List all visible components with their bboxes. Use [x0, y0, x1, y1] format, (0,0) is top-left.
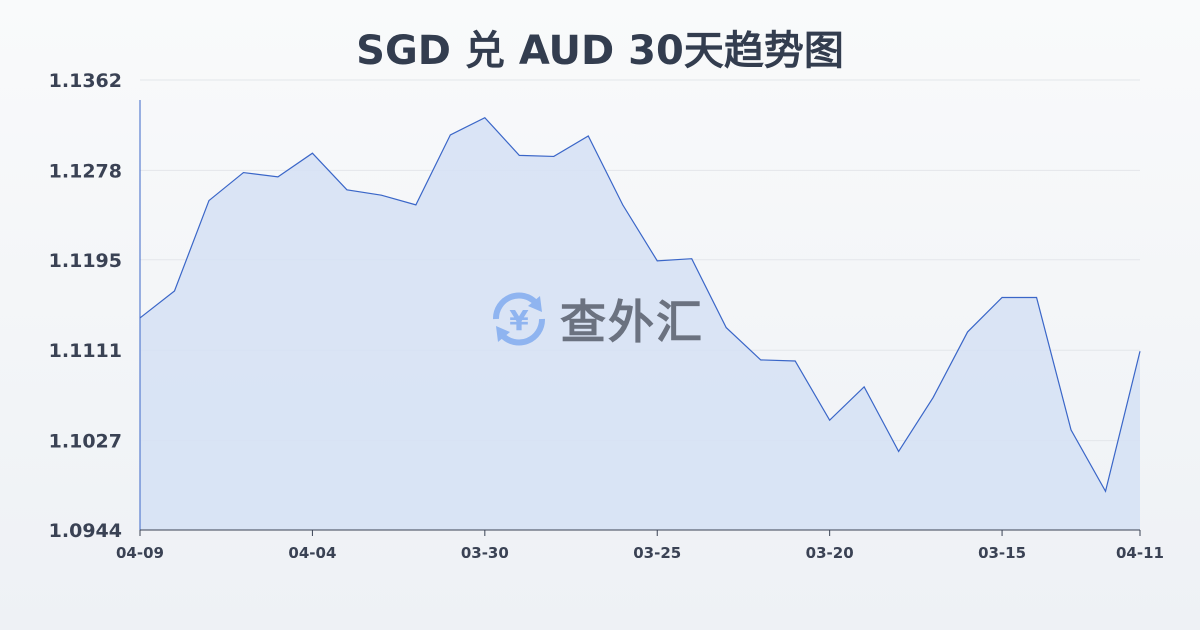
- data-point: [656, 259, 659, 262]
- data-point: [863, 385, 866, 388]
- yuan-exchange-icon: ¥: [492, 292, 546, 346]
- watermark: ¥ 查外汇: [488, 286, 704, 352]
- y-tick-label: 1.1195: [49, 250, 122, 272]
- y-tick-label: 1.1111: [49, 340, 122, 362]
- data-point: [552, 155, 555, 158]
- data-point: [1035, 296, 1038, 299]
- area-fill: [140, 117, 1140, 530]
- series-line: [139, 116, 1141, 493]
- data-point: [725, 326, 728, 329]
- data-point: [759, 358, 762, 361]
- chart-title: SGD 兑 AUD 30天趋势图: [356, 28, 844, 74]
- y-tick-label: 1.0944: [49, 520, 122, 542]
- y-tick-label: 1.1278: [49, 160, 122, 182]
- data-point: [276, 175, 279, 178]
- x-tick-label: 03-25: [633, 544, 681, 562]
- data-point: [483, 116, 486, 119]
- data-point: [345, 188, 348, 191]
- data-point: [1104, 490, 1107, 493]
- watermark-text: 查外汇: [560, 295, 704, 349]
- data-point: [621, 203, 624, 206]
- data-point: [207, 199, 210, 202]
- x-tick-label: 04-11: [1116, 544, 1164, 562]
- data-point: [449, 133, 452, 136]
- x-tick-label: 03-20: [806, 544, 854, 562]
- data-point: [311, 152, 314, 155]
- x-tick-label: 04-09: [116, 544, 164, 562]
- data-point: [173, 290, 176, 293]
- svg-text:¥: ¥: [509, 304, 529, 337]
- x-tick-label: 03-30: [461, 544, 509, 562]
- data-point: [242, 171, 245, 174]
- x-tick-label: 03-15: [978, 544, 1026, 562]
- data-point: [690, 257, 693, 260]
- data-point: [794, 359, 797, 362]
- data-point: [380, 194, 383, 197]
- y-tick-label: 1.1027: [49, 431, 122, 453]
- data-point: [897, 450, 900, 453]
- data-point: [414, 203, 417, 206]
- data-point: [966, 330, 969, 333]
- data-point: [1001, 296, 1004, 299]
- x-tick-label: 04-04: [288, 544, 336, 562]
- data-point: [828, 419, 831, 422]
- data-point: [932, 396, 935, 399]
- y-tick-label: 1.1362: [49, 70, 122, 92]
- data-point: [1070, 428, 1073, 431]
- data-point: [587, 134, 590, 137]
- data-point: [1139, 350, 1142, 353]
- data-point: [518, 154, 521, 157]
